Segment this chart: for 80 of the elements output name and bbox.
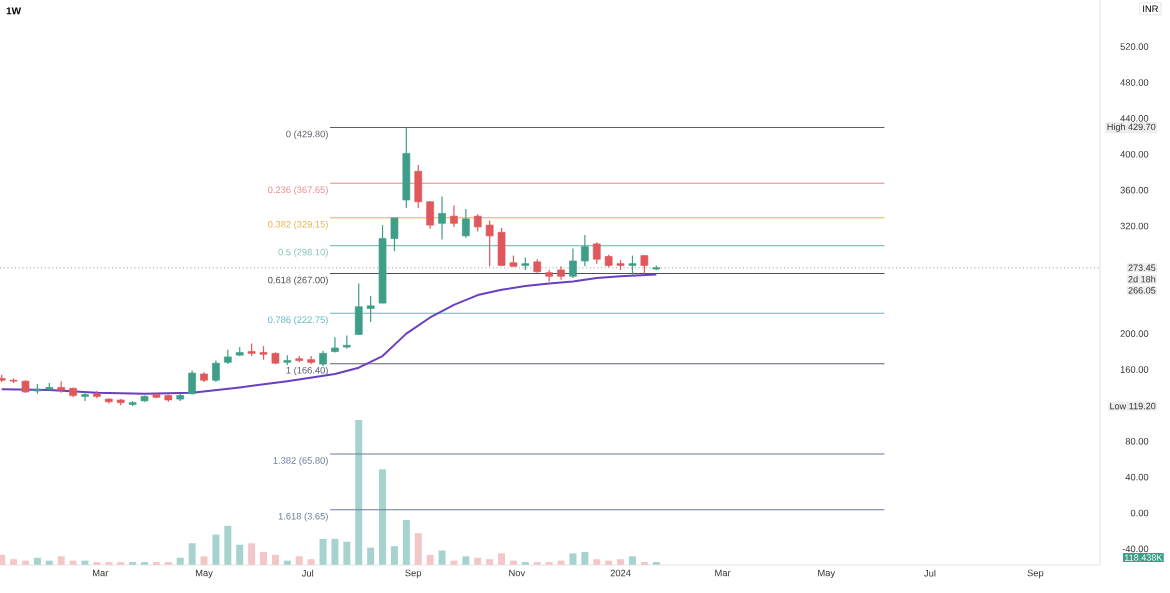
bar [248, 543, 256, 565]
y-tick-label: 400.00 [1120, 150, 1149, 158]
bar [379, 469, 387, 565]
bar [57, 556, 65, 565]
y-tick-label: -40.00 [1122, 545, 1149, 553]
y-tick-label: 360.00 [1120, 186, 1149, 194]
candlestick [628, 254, 637, 276]
text: 2d 18h [1128, 275, 1156, 283]
bar [343, 541, 351, 565]
bar [236, 544, 244, 565]
bar [367, 547, 375, 565]
x-tick-label: Sep [405, 569, 422, 579]
candlestick [188, 369, 196, 396]
x-tick-label: Mar [715, 569, 731, 577]
candlestick [450, 204, 458, 228]
bar [581, 551, 589, 565]
x-tick-label: Sep [1027, 569, 1044, 579]
y-tick-label: 160.00 [1120, 366, 1149, 373]
bar [414, 533, 422, 565]
text: 266.05 [1128, 287, 1156, 294]
ref-line-label: 1 (166.40) [286, 366, 328, 376]
candlestick [331, 336, 339, 354]
bar [260, 551, 268, 565]
ref-line-label: 0 (429.80) [286, 130, 328, 140]
ref-line-label: 1.618 (3.65) [278, 512, 328, 522]
line-series [0, 273, 658, 395]
y-tick-label: 200.00 [1120, 330, 1149, 337]
bar [188, 543, 196, 565]
text: Low 119.20 [1110, 402, 1156, 410]
candlestick [81, 391, 89, 402]
bar [200, 556, 208, 565]
candlestick [569, 247, 577, 279]
x-tick-label: May [818, 569, 836, 579]
candlestick [640, 254, 649, 276]
bar [628, 556, 636, 565]
bar [331, 538, 339, 565]
ref-line-label: 0.618 (267.00) [268, 276, 328, 286]
x-tick-label: 2024 [610, 569, 631, 577]
x-tick-label: May [195, 569, 213, 579]
candlestick [485, 220, 494, 267]
text: 273.45 [1128, 264, 1156, 271]
bar [402, 520, 410, 565]
bar [569, 553, 577, 565]
text: 118.438K [1124, 554, 1163, 561]
y-tick-label: 320.00 [1120, 222, 1149, 230]
y-axis-title: INR [1143, 5, 1158, 13]
candlestick [390, 217, 399, 252]
bar [212, 534, 220, 565]
bar [438, 550, 446, 565]
candlestick [592, 241, 601, 265]
ref-line-label: 0.5 (298.10) [278, 248, 328, 258]
y-tick-label: 0.00 [1130, 509, 1149, 517]
candlestick [426, 200, 434, 230]
y-tick-label: 440.00 [1120, 115, 1149, 122]
y-tick-label: 480.00 [1120, 79, 1149, 86]
candlestick [438, 195, 446, 241]
ref-line-label: 1.382 (65.80) [273, 456, 328, 466]
bar [224, 525, 232, 565]
ref-line-label: 0.382 (329.15) [268, 220, 328, 230]
ref-line-label: 0.236 (367.65) [268, 186, 328, 195]
bar [498, 553, 506, 565]
x-tick-label: Jul [924, 569, 936, 577]
bar [390, 546, 398, 565]
candlestick [366, 295, 375, 323]
y-tick-label: 80.00 [1125, 437, 1149, 445]
y-tick-label: 40.00 [1125, 473, 1149, 481]
ref-line-label: 0.786 (222.75) [268, 316, 328, 325]
candlestick [581, 234, 589, 267]
bar [319, 538, 327, 565]
candlestick [212, 359, 220, 383]
x-tick-label: Mar [93, 569, 109, 577]
bar [462, 556, 470, 565]
bar [355, 420, 363, 565]
x-tick-label: Nov [509, 569, 526, 577]
text: High 429.70 [1107, 123, 1156, 132]
candlestick [462, 208, 470, 239]
y-tick-label: 520.00 [1120, 43, 1149, 50]
text: 1W [6, 7, 22, 15]
bar [295, 556, 303, 565]
x-tick-label: Jul [301, 569, 314, 577]
